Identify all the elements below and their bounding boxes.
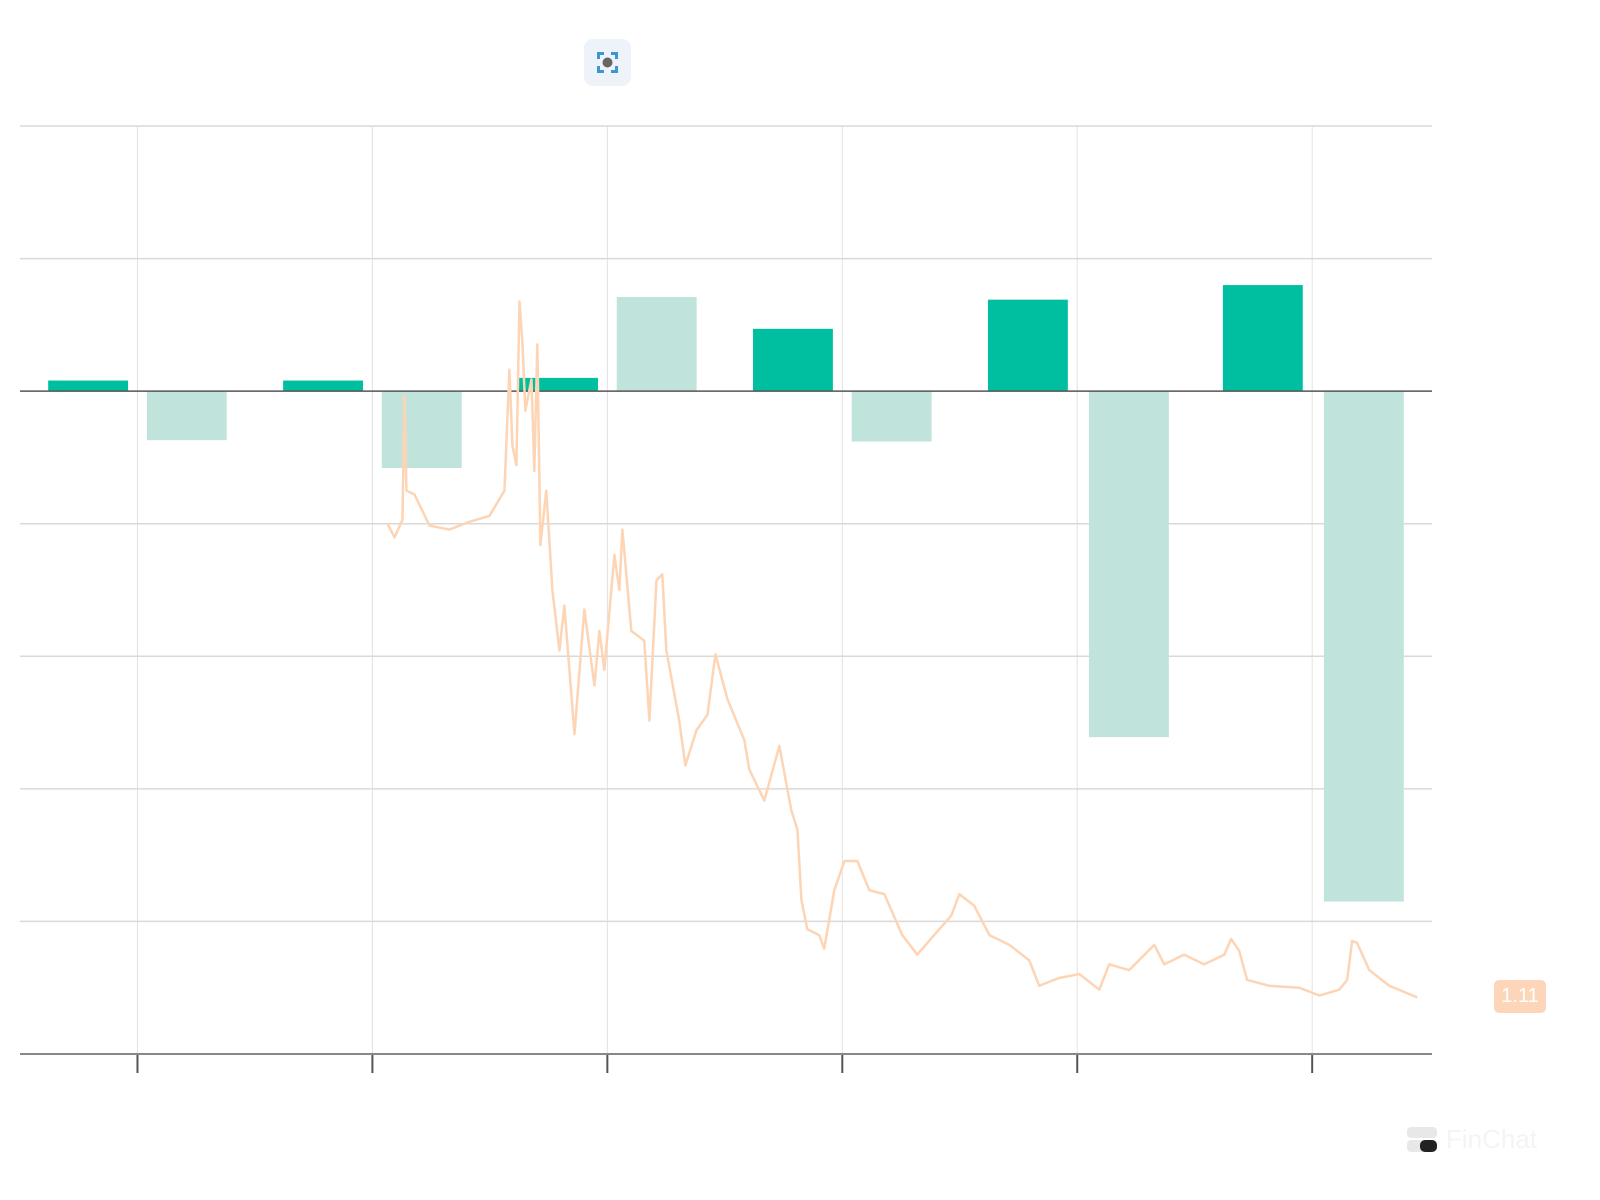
bar (48, 380, 129, 392)
bar (381, 391, 462, 469)
finchat-logo: FinChat (1406, 1124, 1537, 1155)
bar (146, 391, 227, 441)
bar (1088, 391, 1169, 738)
price-line (386, 300, 1418, 999)
bar (851, 391, 932, 442)
bar (1222, 285, 1303, 392)
focus-target-icon (597, 52, 618, 73)
last-price-badge: 1.11 (1494, 980, 1546, 1013)
finchat-logo-icon (1407, 1126, 1437, 1152)
bar (283, 380, 364, 392)
bar (616, 297, 697, 392)
bar (1323, 391, 1404, 902)
logo-text: FinChat (1446, 1124, 1538, 1154)
bar (753, 328, 833, 392)
bar (987, 299, 1068, 392)
focus-button[interactable] (584, 39, 631, 86)
